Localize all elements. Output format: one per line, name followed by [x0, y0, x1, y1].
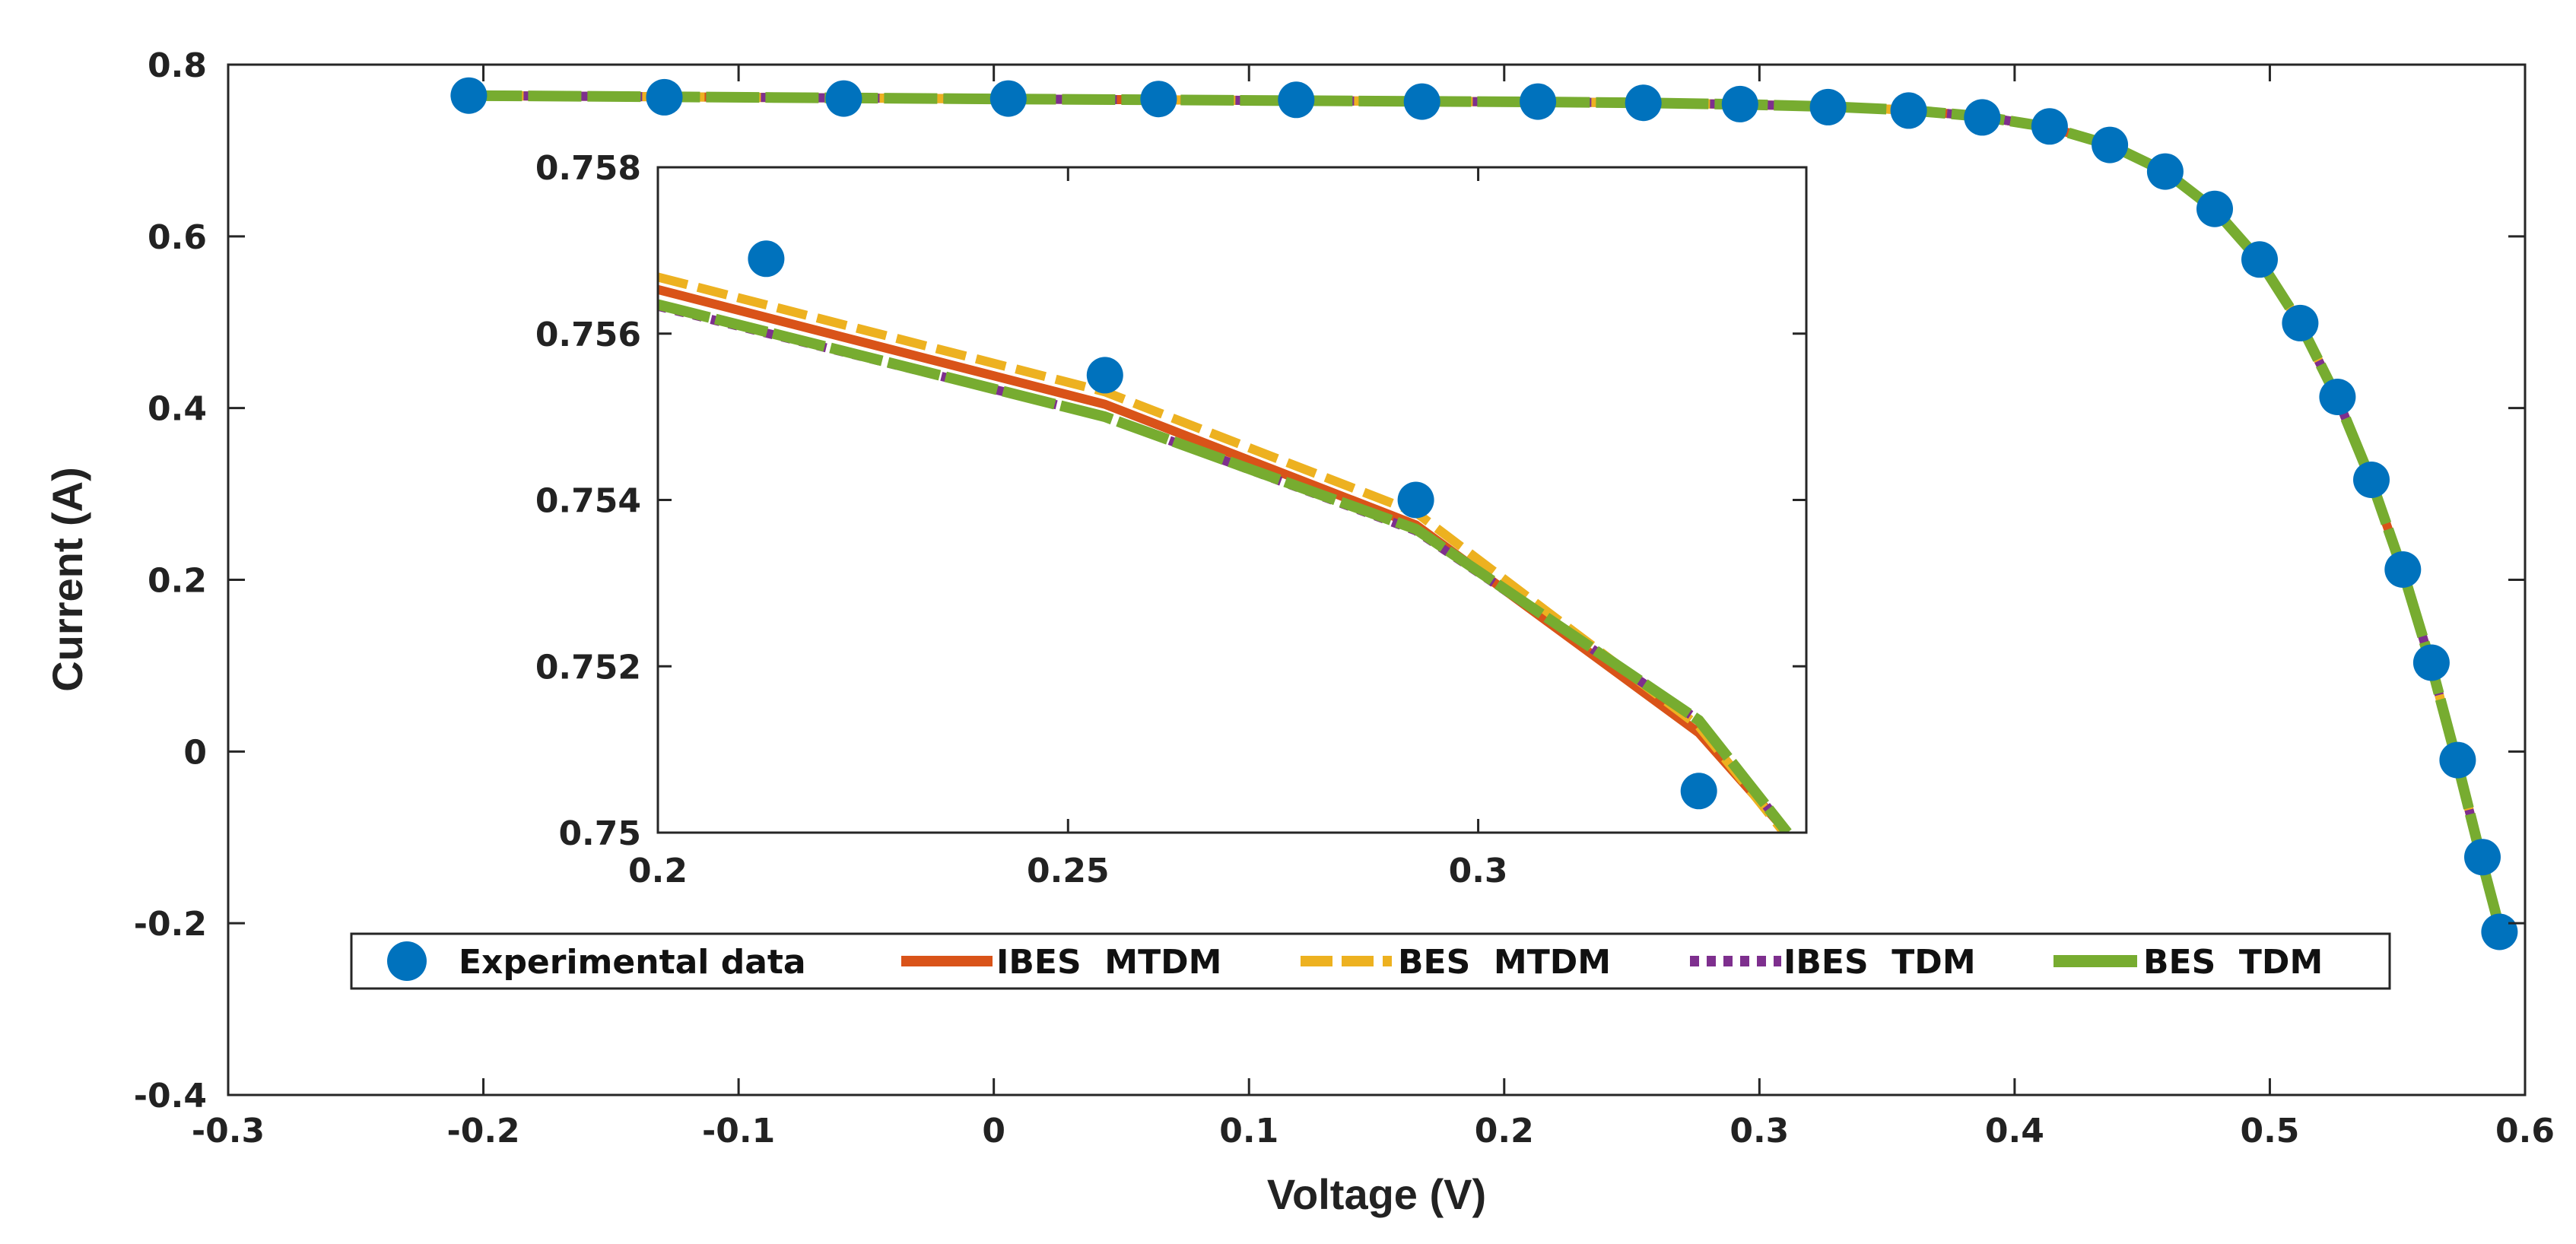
main-experimental-point: [1721, 85, 1758, 122]
main-experimental-point: [1890, 92, 1927, 129]
legend-label-experimental: Experimental data: [459, 943, 806, 982]
main-x-tick-label: -0.1: [702, 1112, 775, 1150]
main-experimental-point: [2031, 108, 2068, 145]
inset-plot-markers: [748, 240, 1717, 810]
main-experimental-point: [2439, 741, 2476, 779]
main-x-tick-label: -0.2: [446, 1112, 519, 1150]
main-y-tick-label: -0.4: [134, 1077, 207, 1115]
main-y-tick-label: 0.8: [148, 46, 207, 85]
main-x-tick-label: -0.3: [192, 1112, 265, 1150]
main-experimental-point: [2384, 551, 2422, 588]
inset-experimental-point: [748, 240, 785, 278]
main-experimental-point: [1625, 84, 1662, 122]
main-experimental-point: [1403, 83, 1440, 120]
main-experimental-point: [2196, 190, 2233, 227]
main-experimental-point: [2464, 839, 2501, 876]
main-y-tick-label: 0.2: [148, 562, 207, 601]
main-y-tick-label: -0.2: [134, 905, 207, 944]
main-experimental-point: [2146, 153, 2184, 190]
main-y-tick-label: 0.4: [148, 390, 207, 429]
main-experimental-point: [1809, 88, 1847, 125]
legend-label-bes-mtdm: BES MTDM: [1398, 943, 1611, 982]
inset-y-tick-label: 0.758: [535, 149, 641, 188]
legend-label-bes-tdm: BES TDM: [2143, 943, 2323, 982]
main-experimental-point: [2481, 913, 2518, 950]
main-experimental-point: [2319, 379, 2356, 415]
main-experimental-point: [1964, 99, 2001, 136]
main-y-tick-label: 0.6: [148, 218, 207, 257]
inset-series-bes-tdm: [658, 299, 1792, 833]
main-experimental-point: [989, 80, 1027, 117]
main-experimental-point: [646, 78, 683, 116]
main-experimental-point: [2092, 126, 2129, 163]
main-x-tick-label: 0.1: [1219, 1112, 1278, 1150]
inset-y-tick-label: 0.754: [535, 482, 641, 521]
main-experimental-point: [2282, 304, 2319, 341]
legend-label-ibes-mtdm: IBES MTDM: [996, 943, 1221, 982]
main-x-tick-label: 0.2: [1475, 1112, 1534, 1150]
main-experimental-point: [1140, 81, 1177, 118]
main-experimental-point: [825, 80, 862, 117]
main-x-tick-label: 0.5: [2240, 1112, 2299, 1150]
inset-y-tick-label: 0.752: [535, 648, 641, 687]
legend-label-ibes-tdm: IBES TDM: [1784, 943, 1976, 982]
inset-axis-ticks: 0.2 0.25 0.3 0.75 0.752 0.754 0.756 0.758: [535, 149, 1806, 890]
inset-y-tick-label: 0.756: [535, 316, 641, 354]
main-plot-markers: [450, 77, 2518, 950]
inset-x-tick-label: 0.25: [1027, 852, 1110, 890]
main-x-tick-label: 0.3: [1730, 1112, 1789, 1150]
main-y-tick-label: 0: [183, 733, 207, 772]
inset-x-tick-label: 0.2: [628, 852, 688, 890]
main-experimental-point: [1520, 83, 1557, 120]
inset-x-tick-label: 0.3: [1449, 852, 1508, 890]
inset-background: [658, 167, 1806, 833]
inset-y-tick-label: 0.75: [558, 814, 641, 853]
inset-experimental-point: [1680, 773, 1717, 810]
x-axis-label: Voltage (V): [1267, 1170, 1486, 1218]
main-axis-ticks: -0.3 -0.2 -0.1 0 0.1 0.2 0.3 0.4 0.5 0.6 -0.4 -0.2 0…: [134, 46, 2555, 1150]
main-x-tick-label: 0.6: [2495, 1112, 2555, 1150]
main-experimental-point: [2241, 241, 2278, 278]
inset-experimental-point: [1397, 481, 1434, 519]
main-experimental-point: [1278, 81, 1315, 119]
legend-marker-experimental: [387, 941, 427, 981]
main-experimental-point: [450, 77, 488, 114]
inset-experimental-point: [1086, 357, 1123, 394]
main-experimental-point: [2412, 644, 2450, 681]
main-experimental-point: [2353, 462, 2390, 498]
legend: Experimental data IBES MTDM BES MTDM IBE…: [350, 932, 2391, 990]
y-axis-label: Current (A): [43, 467, 91, 692]
main-x-tick-label: 0: [982, 1112, 1005, 1150]
main-x-tick-label: 0.4: [1985, 1112, 2044, 1150]
